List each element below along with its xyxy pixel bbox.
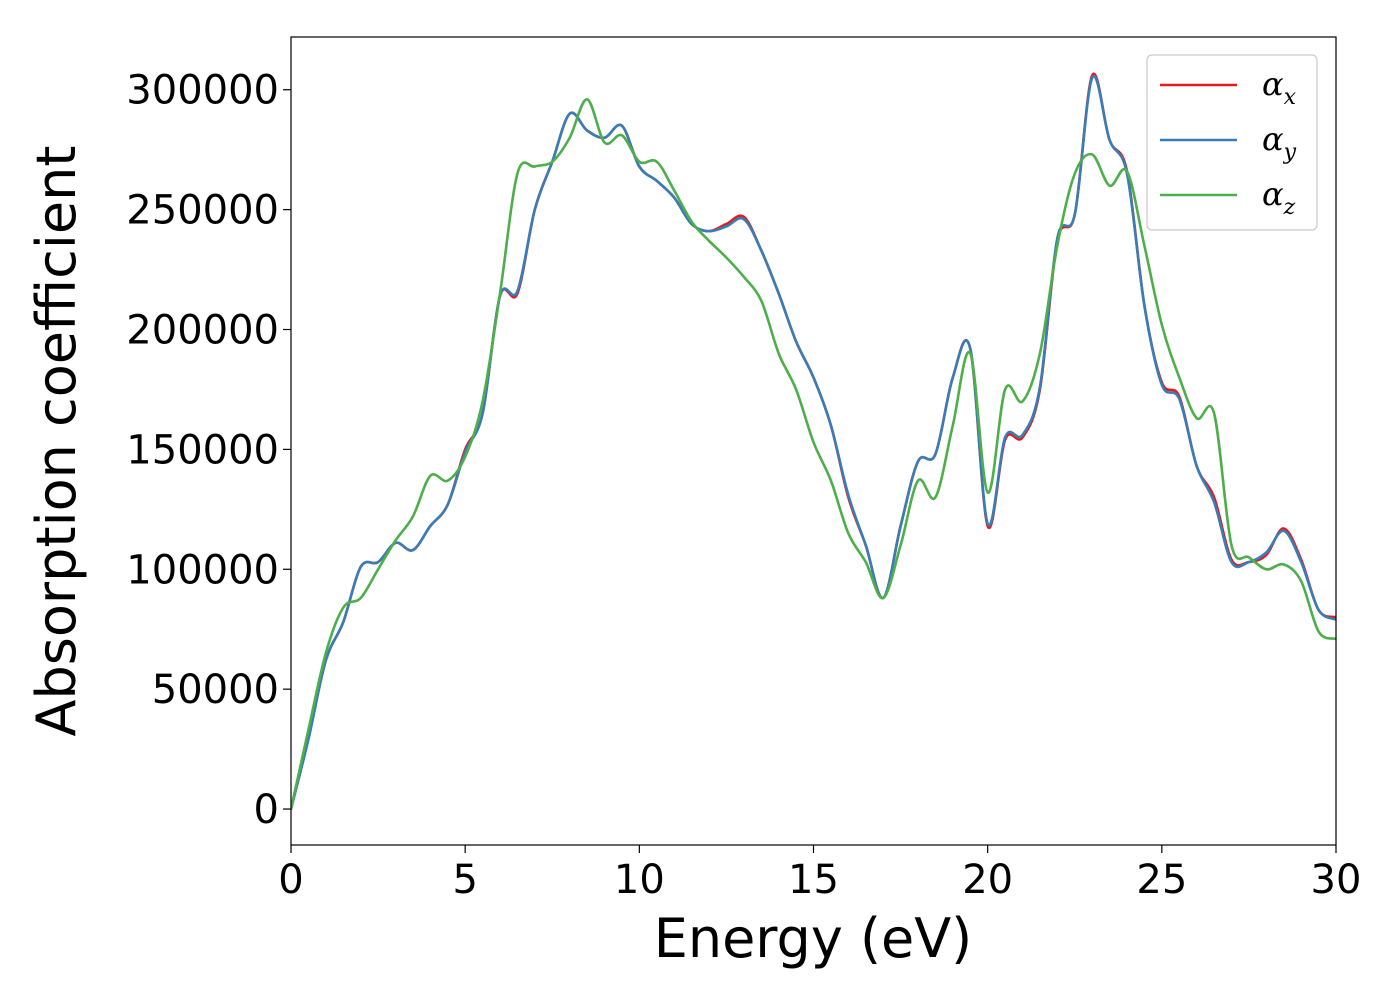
x-tick-label: 10 — [614, 857, 665, 903]
y-tick-label: 300000 — [126, 68, 279, 114]
x-tick-label: 25 — [1136, 857, 1187, 903]
x-tick-label: 0 — [278, 857, 303, 903]
legend-label-y: αy — [1262, 120, 1297, 165]
y-tick-label: 50000 — [152, 667, 279, 713]
y-tick-label: 150000 — [126, 427, 279, 473]
legend: αx αy αz — [1146, 54, 1318, 231]
y-axis-label: Absorption coefficient — [25, 146, 88, 737]
legend-label-z: αz — [1262, 175, 1296, 220]
x-tick-label: 20 — [962, 857, 1013, 903]
x-axis-ticks: 0 5 10 15 20 25 30 — [278, 845, 1361, 903]
x-axis-label: Energy (eV) — [654, 907, 973, 970]
x-tick-label: 30 — [1311, 857, 1362, 903]
y-tick-label: 200000 — [126, 308, 279, 354]
series-line-z — [291, 98, 1336, 811]
y-tick-label: 250000 — [126, 188, 279, 234]
y-axis-ticks: 0 50000 100000 150000 200000 250000 300000 — [126, 68, 291, 833]
legend-label-x: αx — [1262, 65, 1297, 110]
legend-box — [1146, 54, 1318, 231]
plot-lines — [291, 72, 1336, 811]
x-tick-label: 5 — [452, 857, 477, 903]
y-tick-label: 100000 — [126, 547, 279, 593]
x-tick-label: 15 — [788, 857, 839, 903]
y-tick-label: 0 — [254, 787, 279, 833]
